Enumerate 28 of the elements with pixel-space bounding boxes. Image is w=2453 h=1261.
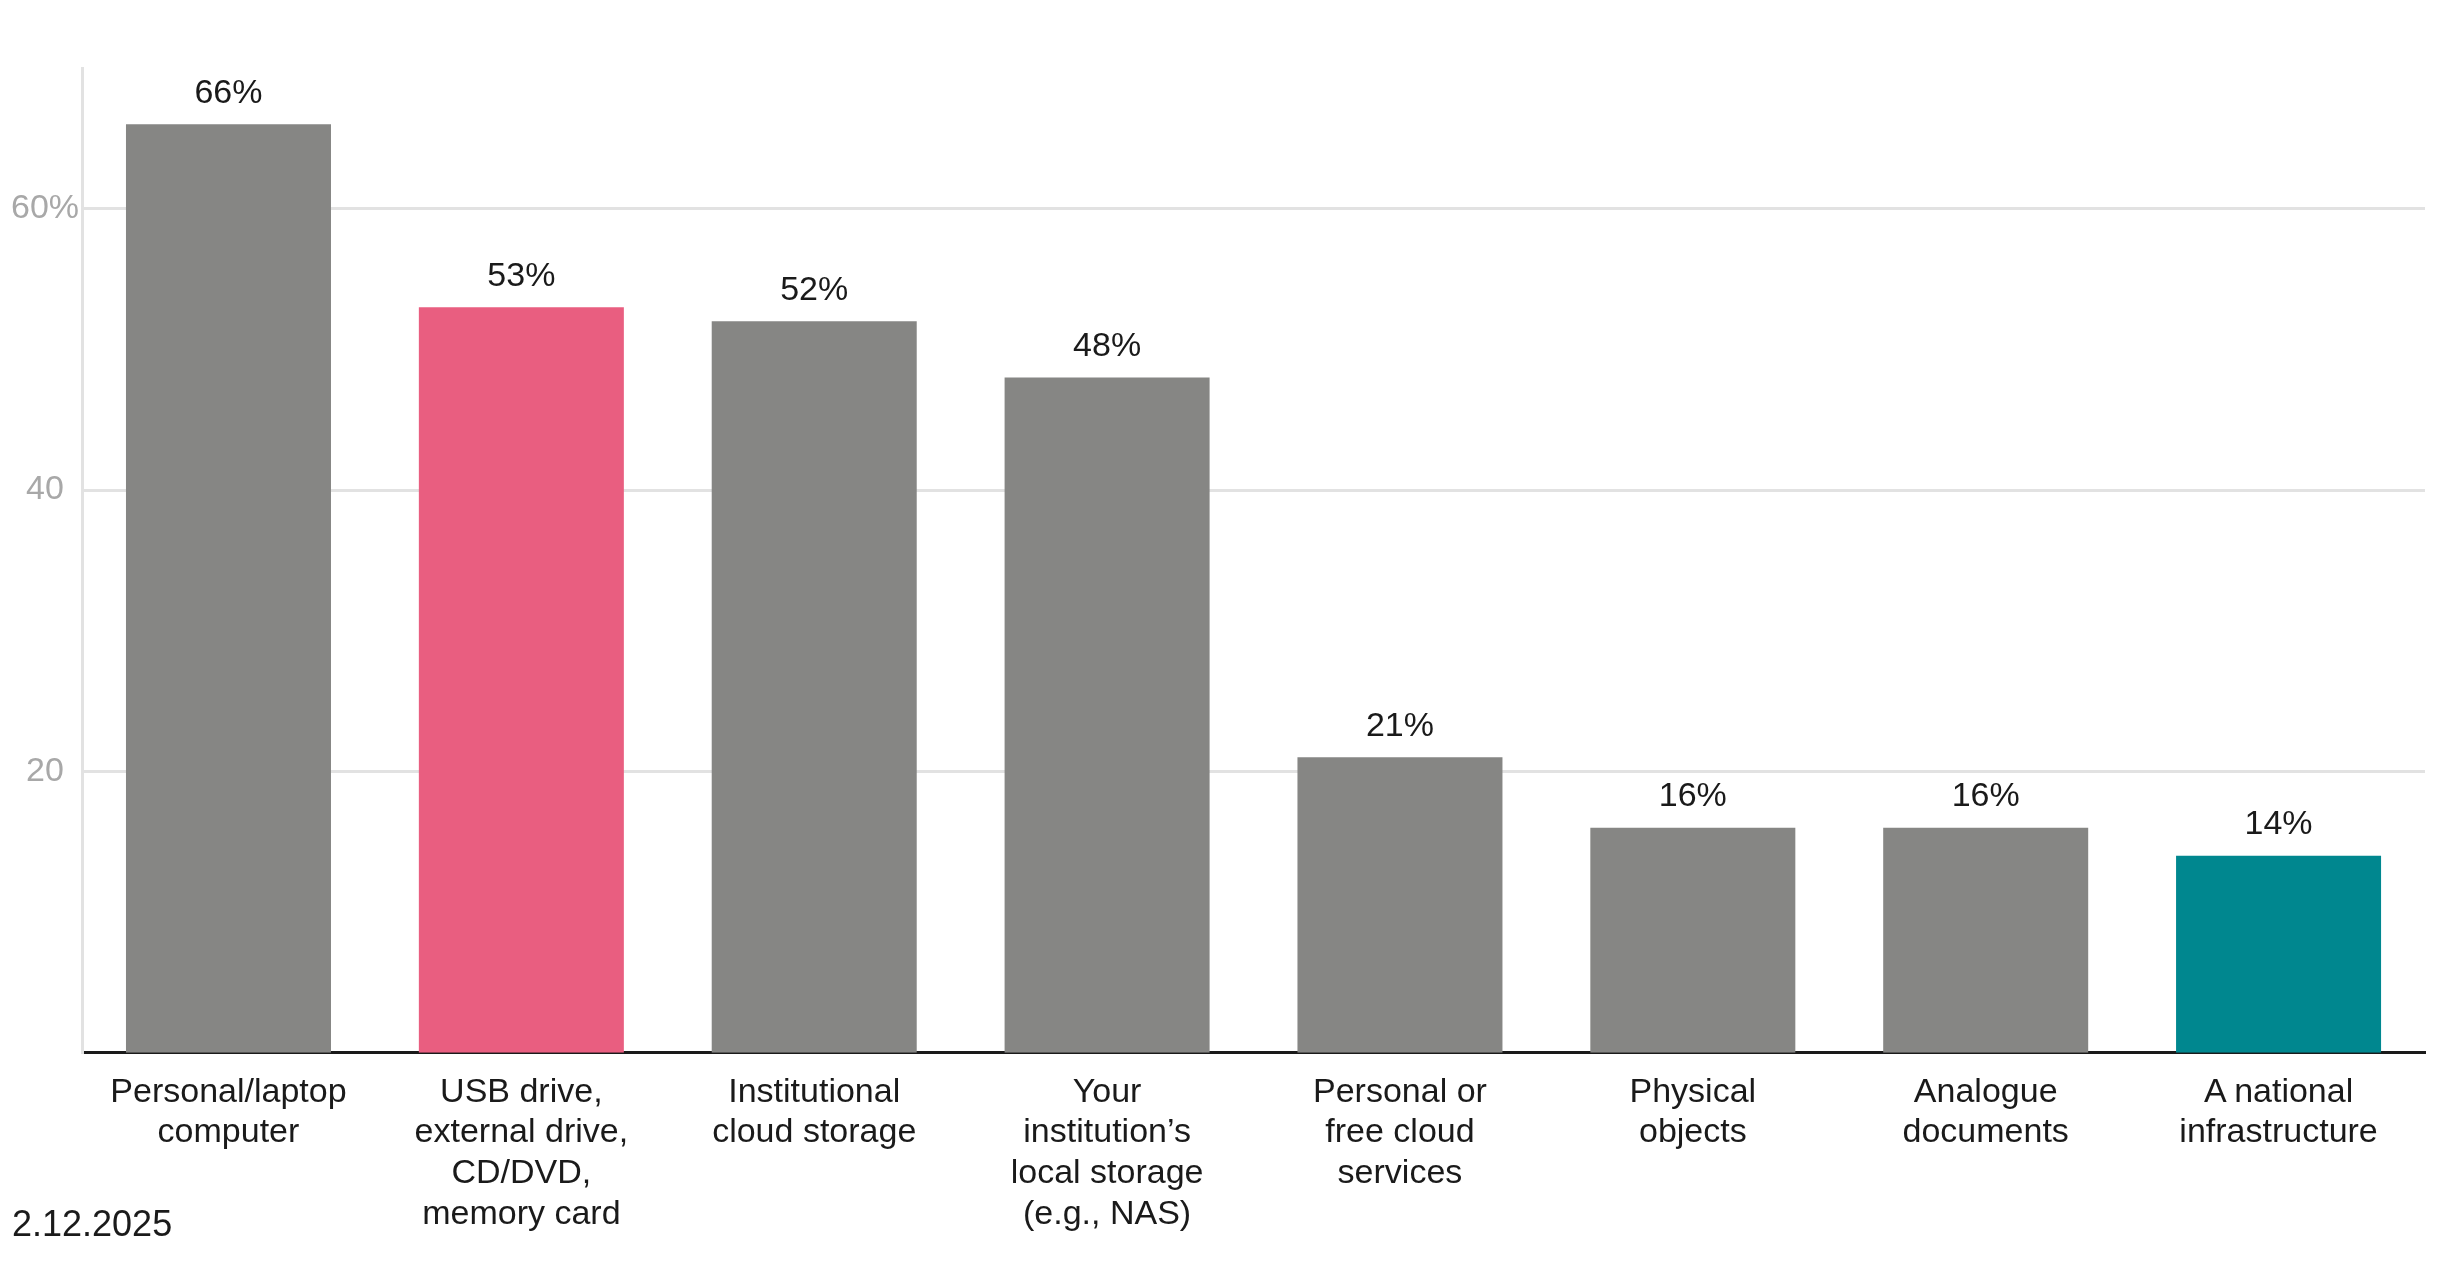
data-label: 16% [1658,775,1727,814]
x-tick-label: USB drive, external drive, CD/DVD, memory card [414,1070,629,1231]
bar [1590,827,1796,1053]
data-label: 16% [1951,775,2020,814]
data-label: 48% [1073,324,1142,363]
y-tick-label: 40 [26,468,64,507]
bar [711,321,917,1053]
bar [1297,757,1503,1053]
bar [125,124,331,1053]
data-label: 66% [194,71,263,110]
x-tick-label: Personal/laptop computer [110,1070,347,1150]
y-tick-label: 60% [10,187,80,226]
bar [1883,827,2089,1053]
bar [418,307,624,1053]
x-tick-label: Institutional cloud storage [712,1070,917,1150]
data-label: 53% [487,254,556,293]
y-tick-label: 20 [26,749,64,788]
data-label: 52% [780,268,849,307]
data-label: 14% [2244,803,2313,842]
x-tick-label: A national infrastructure [2179,1070,2378,1150]
bar [2176,855,2382,1053]
data-label: 21% [1365,704,1434,743]
text: 2.12.2025 [12,1202,173,1244]
x-tick-label: Personal or free cloud services [1313,1070,1487,1191]
x-tick-label: Physical objects [1629,1070,1757,1150]
x-tick-label: Your institution’s local storage (e.g., NAS) [1010,1070,1204,1231]
x-tick-label: Analogue documents [1902,1070,2069,1150]
bar [1004,377,1210,1053]
